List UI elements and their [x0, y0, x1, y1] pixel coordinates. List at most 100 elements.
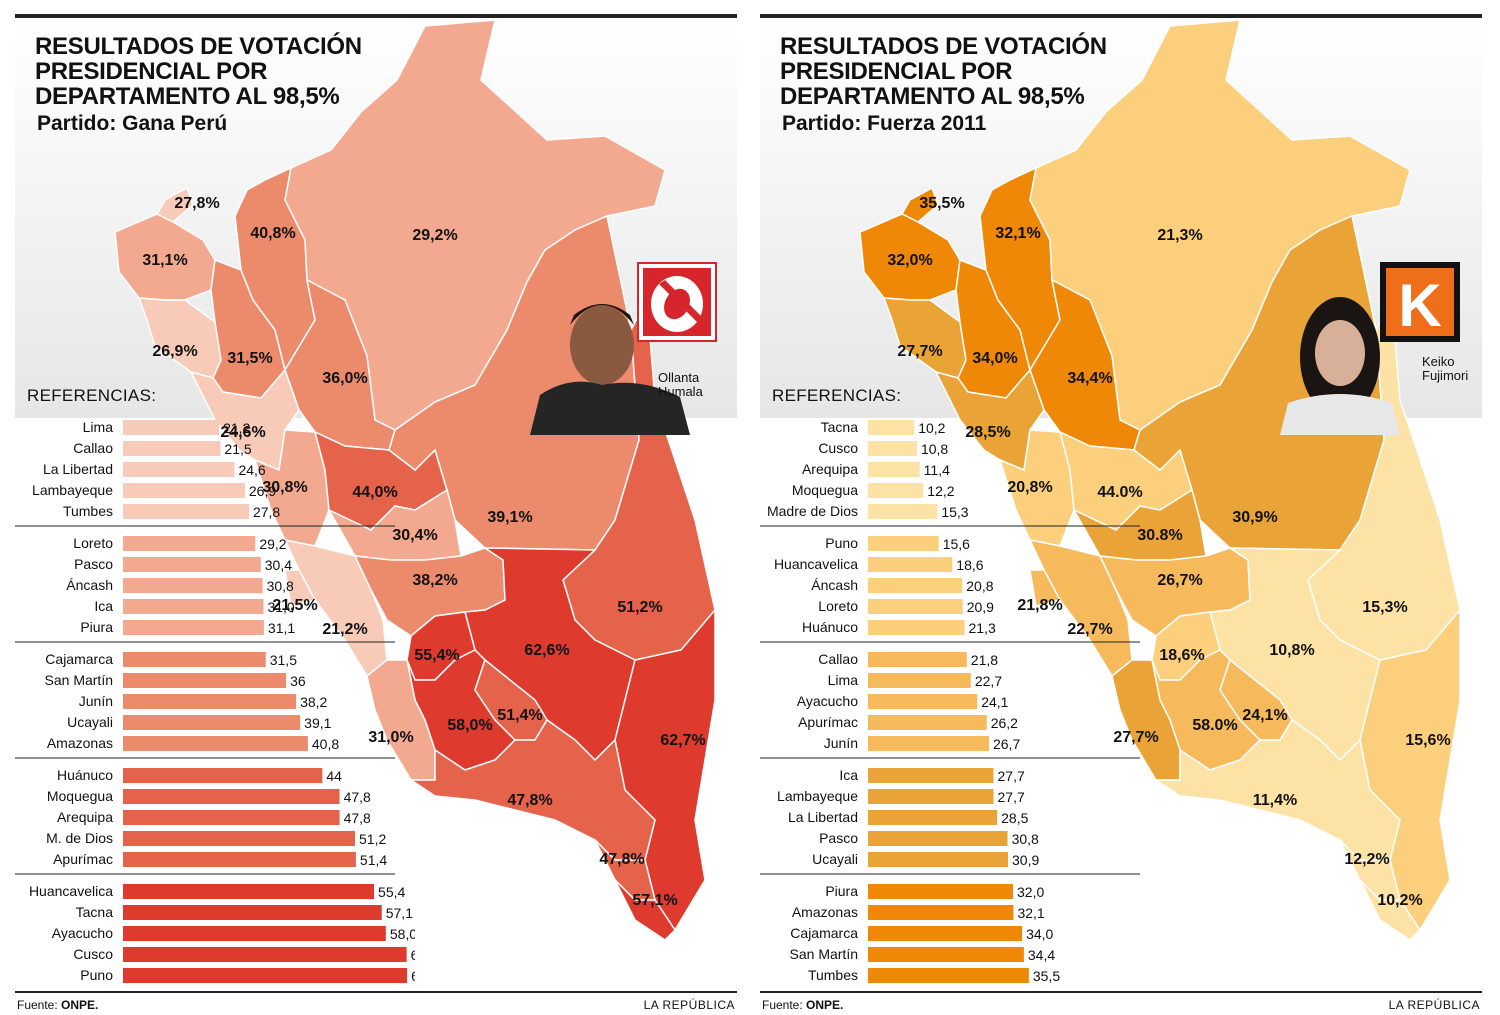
source-label: Fuente:: [762, 998, 807, 1012]
bar-value-ucayali: 39,1: [304, 715, 331, 731]
bar-category-san-martin: San Martín: [790, 946, 858, 962]
region-arequipa: [408, 718, 656, 861]
map-label-san-martin: 36,0%: [322, 370, 367, 387]
bar-arequipa: [123, 810, 340, 825]
bar-category-apurimac: Apurímac: [798, 714, 858, 730]
bar-category-tacna: Tacna: [821, 419, 859, 435]
bar-pasco: [868, 831, 1008, 846]
map-label-madre-de-dios: 15,3%: [1362, 599, 1407, 616]
map-label-puno: 15,6%: [1405, 732, 1450, 749]
map-label-moquegua: 47,8%: [599, 851, 644, 868]
bar-value-tumbes: 35,5: [1033, 968, 1060, 984]
bar-category-ancash: Áncash: [66, 577, 113, 593]
bar-ica: [868, 768, 994, 783]
bar-ancash: [123, 578, 263, 593]
bar-value-huanuco: 21,3: [969, 620, 996, 636]
top-rule: [15, 14, 737, 18]
bar-cusco: [123, 947, 407, 962]
bar-value-ancash: 30,8: [267, 578, 294, 594]
map-label-cusco: 10,8%: [1269, 642, 1314, 659]
chart-title: RESULTADOS DE VOTACIÓN PRESIDENCIAL POR …: [35, 33, 362, 110]
map-label-callao: 21,5%: [272, 597, 317, 614]
bar-value-arequipa: 47,8: [344, 810, 371, 826]
source-note: Fuente: ONPE.: [17, 998, 98, 1012]
bar-category-pasco: Pasco: [74, 556, 113, 572]
bar-category-amazonas: Amazonas: [792, 904, 858, 920]
map-label-arequipa: 47,8%: [507, 792, 552, 809]
map-label-madre-de-dios: 51,2%: [617, 599, 662, 616]
map-label-ayacucho: 58,0%: [447, 717, 492, 734]
bar-category-loreto: Loreto: [73, 535, 113, 551]
map-label-junin: 38,2%: [412, 572, 457, 589]
logo-letter: K: [1398, 272, 1441, 339]
region-la-libertad: [189, 368, 300, 472]
region-callao: [1029, 569, 1062, 607]
bar-tacna: [868, 420, 915, 435]
region-lambayeque: [882, 297, 967, 379]
bar-category-lambayeque: Lambayeque: [32, 482, 113, 498]
bar-value-san-martin: 36: [290, 673, 306, 689]
bar-category-puno: Puno: [80, 967, 113, 983]
bar-value-cajamarca: 34,0: [1026, 926, 1053, 942]
bar-category-huancavelica: Huancavelica: [29, 883, 113, 899]
map-label-pasco: 30.8%: [1137, 527, 1182, 544]
region-la-libertad: [934, 368, 1045, 472]
bar-value-apurimac: 26,2: [991, 715, 1018, 731]
bar-category-cajamarca: Cajamarca: [45, 651, 113, 667]
map-label-ica: 31,0%: [368, 729, 413, 746]
map-label-ancash: 20,8%: [1007, 479, 1052, 496]
map-label-tumbes: 27,8%: [174, 195, 219, 212]
bar-cusco: [868, 441, 917, 456]
bar-loreto: [123, 536, 256, 551]
map-label-lambayeque: 26,9%: [152, 343, 197, 360]
map-label-la-libertad: 24,6%: [220, 424, 265, 441]
chart-title: RESULTADOS DE VOTACIÓN PRESIDENCIAL POR …: [780, 33, 1107, 110]
bar-category-m-de-dios: M. de Dios: [46, 830, 113, 846]
bar-ica: [123, 599, 264, 614]
bar-apurimac: [868, 715, 987, 730]
bar-category-amazonas: Amazonas: [47, 735, 113, 751]
map-label-ucayali: 39,1%: [487, 509, 532, 526]
map-label-cajamarca: 34,0%: [972, 350, 1017, 367]
bar-value-la-libertad: 28,5: [1001, 810, 1028, 826]
bar-value-huanuco: 44: [326, 768, 342, 784]
bar-value-m-de-dios: 51,2: [359, 831, 386, 847]
bar-san-martin: [868, 947, 1024, 962]
region-tacna: [614, 879, 676, 941]
bar-value-puno: 15,6: [943, 536, 970, 552]
bar-ayacucho: [123, 926, 386, 941]
peru-map-gana-peru: 27,8% 31,1% 40,8% 29,2% 26,9% 31,5% 36,0% 24,6%…: [114, 19, 716, 941]
bar-arequipa: [868, 462, 920, 477]
bar-category-lima: Lima: [83, 419, 114, 435]
bar-tacna: [123, 905, 382, 920]
bar-value-moquegua: 12,2: [927, 483, 954, 499]
bar-value-pasco: 30,8: [1012, 831, 1039, 847]
source-label: Fuente:: [17, 998, 62, 1012]
bar-cajamarca: [123, 652, 266, 667]
bar-value-cusco: 62,6: [411, 947, 415, 963]
bar-value-callao: 21,5: [224, 441, 251, 457]
candidate-portrait-icon: [530, 304, 690, 435]
map-label-lima: 21,2%: [322, 621, 367, 638]
bar-value-amazonas: 32,1: [1017, 905, 1044, 921]
map-label-cajamarca: 31,5%: [227, 350, 272, 367]
bar-la-libertad: [123, 462, 235, 477]
bar-value-lima: 22,7: [975, 673, 1002, 689]
map-label-pasco: 30,4%: [392, 527, 437, 544]
bottom-rule: [15, 991, 737, 993]
fuerza-2011-panel: 35,5% 32,0% 32,1% 21,3% 27,7% 34,0% 34,4% 28,5%…: [760, 0, 1482, 1015]
bar-category-tumbes: Tumbes: [63, 503, 113, 519]
bar-piura: [123, 620, 264, 635]
gana-peru-logo-icon: [637, 262, 717, 342]
bar-puno: [868, 536, 939, 551]
bar-value-la-libertad: 24,6: [238, 462, 265, 478]
bar-value-madre-de-dios: 15,3: [941, 504, 968, 520]
top-rule: [760, 14, 1482, 18]
bar-value-moquegua: 47,8: [344, 789, 371, 805]
fuerza-2011-logo: K: [1380, 262, 1460, 342]
bar-category-huanuco: Huánuco: [57, 767, 113, 783]
bar-category-ucayali: Ucayali: [812, 851, 858, 867]
bar-loreto: [868, 599, 963, 614]
region-arequipa: [1153, 718, 1401, 861]
bar-puno: [123, 968, 408, 983]
